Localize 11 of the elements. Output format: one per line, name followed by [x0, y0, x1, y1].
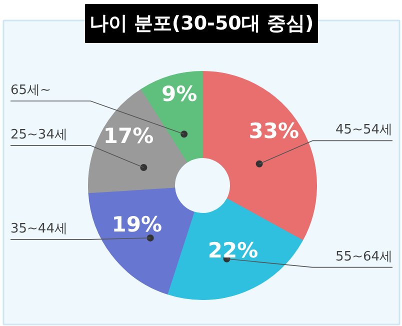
data-label: 17%: [103, 124, 154, 148]
slice-label: 45~54세: [336, 122, 393, 138]
data-label: 19%: [112, 212, 162, 236]
data-label: 9%: [162, 82, 198, 106]
slice-label: 55~64세: [336, 249, 393, 264]
chart-title: 나이 분포(30-50대 중심): [89, 12, 314, 34]
data-label: 22%: [208, 238, 258, 263]
slice-label: 65세~: [10, 82, 51, 98]
data-label: 33%: [248, 119, 300, 144]
slice-label: 25~34세: [10, 128, 68, 143]
slice-label: 35~44세: [10, 221, 68, 236]
